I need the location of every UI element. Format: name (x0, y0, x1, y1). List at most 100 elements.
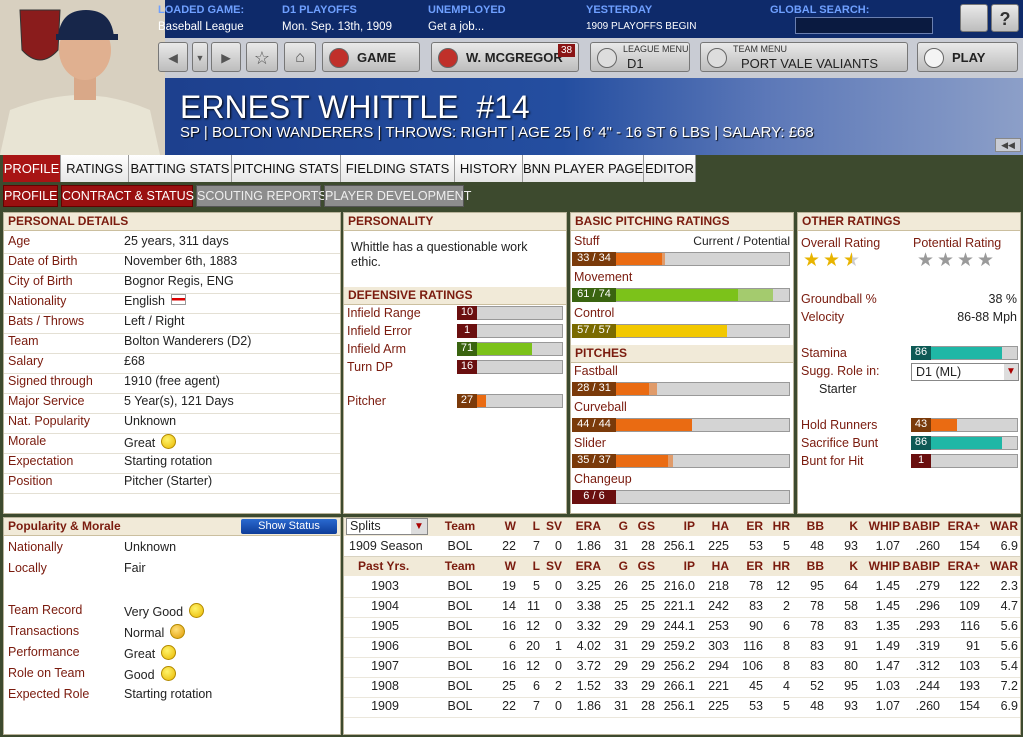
stat-cell: 154 (959, 699, 980, 713)
tab[interactable]: HISTORY (455, 155, 523, 182)
stat-cell: 48 (810, 699, 824, 713)
info-label: YESTERDAY (586, 4, 653, 16)
rating-track: 57 / 57 (572, 324, 790, 338)
nav-button[interactable]: TEAM MENU PORT VALE VALIANTS (700, 42, 908, 72)
row-line (4, 313, 340, 314)
rating-name: Sacrifice Bunt (801, 436, 879, 450)
detail-text: £68 (124, 354, 145, 368)
stat-cell: 218 (708, 579, 729, 593)
stat-cell: 253 (708, 619, 729, 633)
stat-cell: BOL (447, 679, 473, 693)
star: ★ (957, 250, 975, 271)
detail-label: Nat. Popularity (8, 414, 90, 428)
detail-label: Signed through (8, 374, 93, 388)
stat-cell: 48 (810, 539, 824, 553)
rating-label: 86 (911, 346, 931, 360)
row-line (344, 717, 1020, 718)
past-label: Past Yrs. (358, 559, 410, 573)
tab[interactable]: BATTING STATS (129, 155, 232, 182)
button-label: D1 (627, 56, 644, 71)
stat-cell: 83 (749, 599, 763, 613)
stat-cell: 25 (502, 679, 516, 693)
flag (171, 294, 186, 305)
tab[interactable]: FIELDING STATS (341, 155, 455, 182)
status-button[interactable]: Show Status (241, 519, 337, 534)
detail-value: Bolton Wanderers (D2) (124, 334, 251, 348)
row-line (344, 697, 1020, 698)
stat-cell: 29 (614, 619, 628, 633)
stat-cell: 20 (526, 639, 540, 653)
rating-track: 86 (911, 436, 1018, 450)
search-box[interactable] (795, 17, 933, 34)
star: ★ (843, 250, 861, 271)
rating-track: 43 (911, 418, 1018, 432)
column-header: SV (545, 519, 562, 533)
rating-label: 1 (457, 324, 477, 338)
stat-cell: 29 (641, 619, 655, 633)
detail-text: English (124, 294, 165, 308)
favorite-button[interactable]: ☆ (246, 42, 278, 72)
subtab[interactable]: SCOUTING REPORTS (196, 185, 327, 207)
star: ★ (917, 250, 935, 271)
column-header: L (532, 519, 540, 533)
stat-cell: 116 (743, 639, 763, 653)
nav-button[interactable]: W. MCGREGOR 38 (431, 42, 579, 72)
column-header: ER (746, 519, 763, 533)
nav-button[interactable]: GAME (322, 42, 420, 72)
back-button[interactable]: ◀ (158, 42, 188, 72)
stat-cell: 216.0 (663, 579, 695, 593)
search-button[interactable] (960, 4, 988, 32)
rating-track: 35 / 37 (572, 454, 790, 468)
popularity-label: Team Record (8, 603, 83, 617)
dropdown-button[interactable]: ▼ (192, 42, 208, 72)
stat-cell: 25 (614, 599, 628, 613)
stat-cell: 78 (810, 619, 824, 633)
stat-cell: 1905 (371, 619, 399, 633)
info-label: D1 PLAYOFFS (282, 4, 357, 16)
rating-track: 33 / 34 (572, 252, 790, 266)
role-value: Starter (819, 382, 857, 396)
tab[interactable]: BNN PLAYER PAGE (523, 155, 644, 182)
forward-button[interactable]: ▶ (211, 42, 241, 72)
stat-cell: 53 (749, 539, 763, 553)
tab[interactable]: EDITOR (644, 155, 696, 182)
role-select[interactable]: D1 (ML) ▼ (911, 363, 1019, 381)
stat-cell: 52 (810, 679, 824, 693)
stat-cell: 1908 (371, 679, 399, 693)
button-caption: LEAGUE MENU (623, 44, 689, 54)
splits-select[interactable]: Splits ▼ (346, 518, 428, 535)
detail-value: 1910 (free agent) (124, 374, 220, 388)
row-line (4, 253, 340, 254)
stat-cell: 1907 (371, 659, 399, 673)
row-line (4, 393, 340, 394)
subtab[interactable]: PLAYER DEVELOPMENT (324, 185, 471, 207)
rating-name: Infield Arm (347, 342, 407, 356)
detail-value: Left / Right (124, 314, 184, 328)
stat-cell: 1.03 (875, 679, 900, 693)
nav-button[interactable]: PLAY (917, 42, 1018, 72)
home-button[interactable]: ⌂ (284, 42, 316, 72)
tab[interactable]: PROFILE (3, 155, 61, 182)
tab[interactable]: RATINGS (61, 155, 129, 182)
popularity-text: Starting rotation (124, 687, 213, 701)
icon (438, 48, 458, 68)
stat-cell: 5 (783, 539, 790, 553)
column-header: Team (444, 559, 476, 573)
column-header: WAR (990, 559, 1018, 573)
column-header: SV (545, 559, 562, 573)
rating-name: Fastball (574, 364, 618, 378)
stat-cell: 14 (502, 599, 516, 613)
column-header: WAR (990, 519, 1018, 533)
subtab[interactable]: PROFILE (3, 185, 58, 207)
row-line (344, 677, 1020, 678)
nav-button[interactable]: LEAGUE MENU D1 (590, 42, 690, 72)
detail-text: 5 Year(s), 121 Days (124, 394, 234, 408)
stat-cell: 2.3 (1000, 579, 1018, 593)
tab[interactable]: PITCHING STATS (232, 155, 341, 182)
detail-label: Nationality (8, 294, 67, 308)
subtab[interactable]: CONTRACT & STATUS (61, 185, 194, 207)
popularity-value: Good (124, 666, 176, 682)
stat-cell: 244.1 (663, 619, 695, 633)
detail-text: Unknown (124, 414, 177, 428)
help-button[interactable]: ? (991, 4, 1019, 32)
